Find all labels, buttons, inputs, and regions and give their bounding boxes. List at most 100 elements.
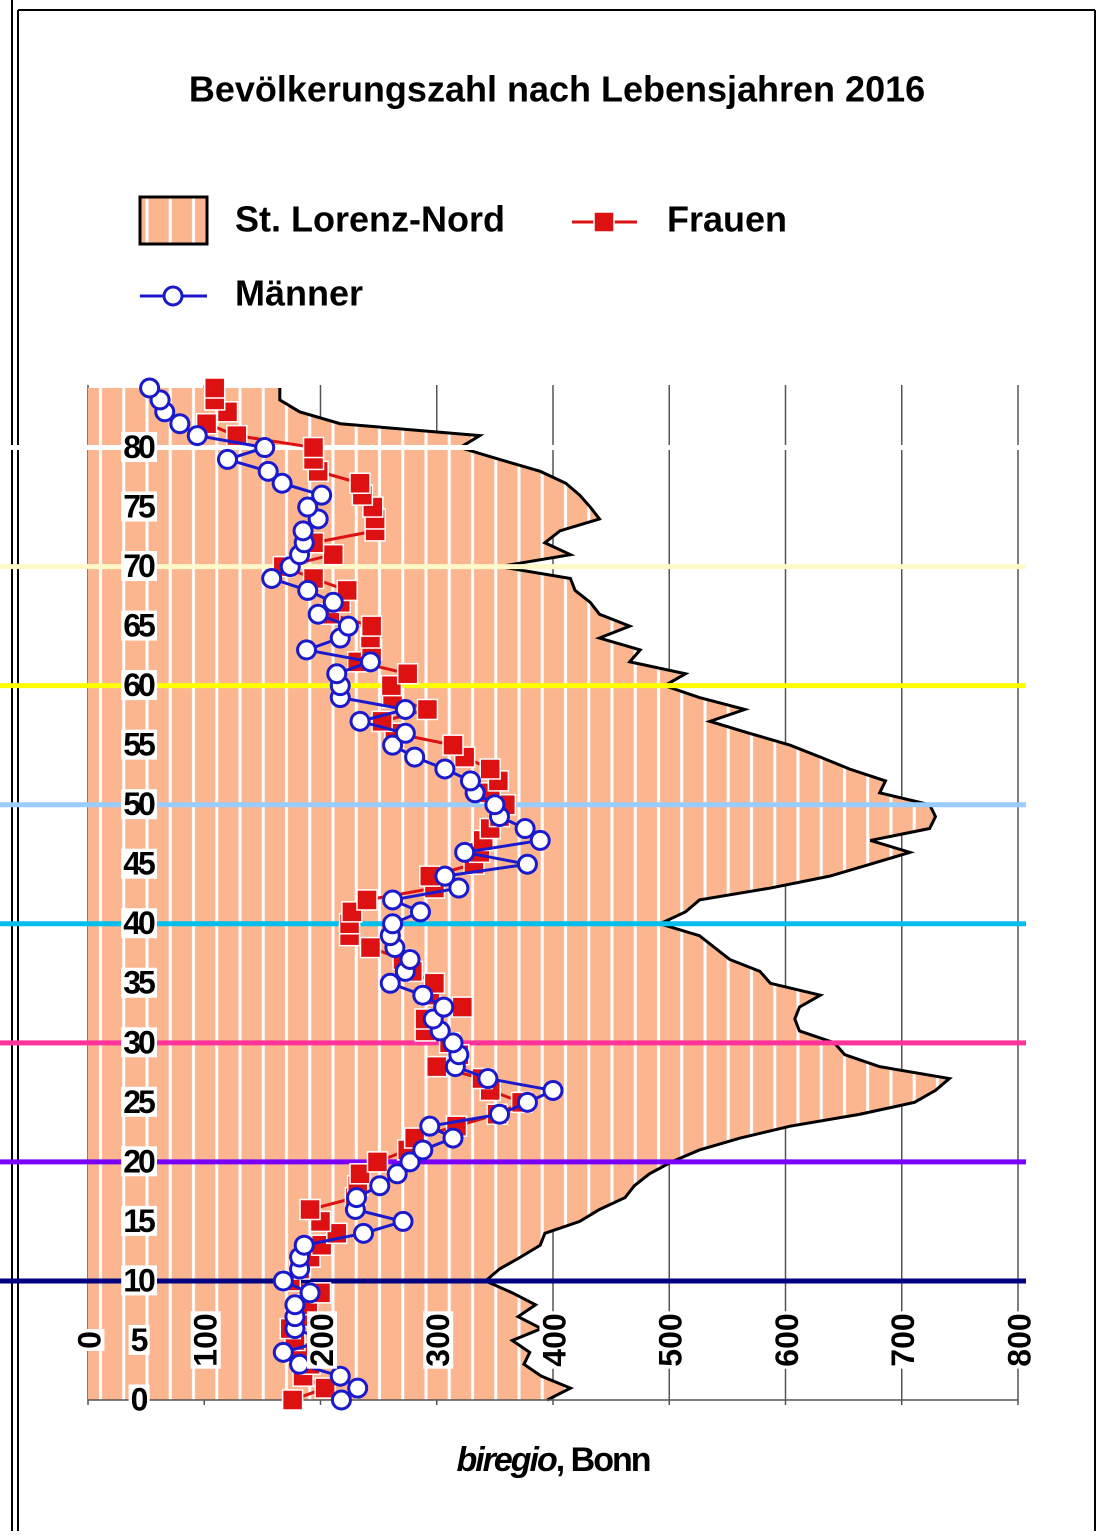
legend-label: St. Lorenz-Nord: [235, 199, 505, 240]
marker: [404, 746, 426, 768]
marker: [379, 972, 401, 994]
legend-marker: [162, 285, 184, 307]
marker: [434, 865, 456, 887]
marker: [412, 984, 434, 1006]
legend-marker: [593, 211, 615, 233]
y-tick-label: 10: [123, 1262, 155, 1298]
tick-label-bg: [121, 1086, 157, 1117]
marker: [330, 1389, 352, 1411]
marker: [322, 591, 344, 613]
marker: [394, 722, 416, 744]
marker: [329, 1365, 351, 1387]
marker: [261, 567, 283, 589]
marker: [139, 377, 161, 399]
x-tick-label: 400: [536, 1313, 572, 1366]
tick-label-bg: [128, 1324, 150, 1355]
marker: [366, 1151, 389, 1173]
marker: [484, 794, 506, 816]
tick-label-bg: [121, 848, 157, 879]
tick-label-bg: [121, 610, 157, 641]
y-tick-label: 65: [123, 608, 155, 644]
marker: [386, 1163, 408, 1185]
marker: [392, 1210, 414, 1232]
tick-label-bg: [888, 1311, 919, 1369]
tick-label-bg: [121, 1027, 157, 1058]
marker: [426, 1055, 448, 1078]
marker: [382, 734, 404, 756]
marker: [296, 639, 318, 661]
marker: [349, 1163, 371, 1185]
marker: [479, 758, 501, 780]
marker: [360, 615, 383, 637]
tick-label-bg: [190, 1311, 221, 1369]
y-tick-label: 70: [123, 548, 155, 584]
marker: [272, 1270, 294, 1292]
y-tick-label: 40: [123, 905, 155, 941]
tick-label-bg: [121, 908, 157, 939]
x-tick-label: 700: [885, 1313, 921, 1366]
marker: [299, 1282, 321, 1304]
marker: [399, 948, 421, 970]
y-tick-label: 55: [123, 727, 155, 763]
marker: [542, 1079, 564, 1101]
x-tick-label: 500: [653, 1313, 689, 1366]
marker: [297, 579, 319, 601]
tick-label-bg: [121, 967, 157, 998]
marker: [359, 651, 381, 673]
tick-label-bg: [121, 729, 157, 760]
marker: [307, 603, 329, 625]
marker: [409, 901, 431, 923]
marker: [326, 663, 348, 685]
tick-label-bg: [121, 491, 157, 522]
marker: [254, 437, 276, 459]
tick-label-bg: [121, 1146, 157, 1177]
y-tick-label: 75: [123, 489, 155, 525]
marker: [477, 1068, 499, 1090]
legend-swatch: [138, 195, 209, 246]
tick-label-bg: [121, 670, 157, 701]
marker: [369, 1175, 391, 1197]
marker: [394, 698, 416, 720]
marker: [299, 1198, 321, 1221]
y-tick-label: 50: [123, 786, 155, 822]
marker: [203, 377, 226, 399]
marker: [322, 543, 345, 566]
tick-label-bg: [655, 1311, 686, 1369]
marker: [448, 877, 470, 899]
marker: [419, 1115, 441, 1137]
marker: [337, 615, 359, 637]
y-tick-label: 5: [131, 1322, 148, 1358]
marker: [451, 996, 474, 1018]
x-tick-label: 100: [188, 1313, 224, 1366]
marker: [380, 674, 403, 697]
marker: [514, 818, 536, 840]
x-tick-label: 600: [769, 1313, 805, 1366]
marker: [353, 1222, 375, 1244]
marker: [399, 1151, 421, 1173]
marker: [442, 734, 464, 756]
marker: [359, 936, 382, 959]
legend: St. Lorenz-Nord Frauen Männer: [138, 195, 787, 314]
marker: [489, 1103, 511, 1125]
marker: [442, 1032, 464, 1054]
marker: [281, 1389, 304, 1411]
y-tick-label: 15: [123, 1203, 155, 1239]
marker: [297, 496, 319, 518]
tick-label-bg: [1004, 1311, 1035, 1369]
y-tick-label: 25: [123, 1084, 155, 1120]
marker: [169, 413, 191, 435]
area-outline: [278, 388, 953, 1402]
marker: [356, 889, 378, 911]
marker: [271, 472, 293, 494]
marker: [349, 710, 371, 732]
marker: [396, 662, 419, 685]
y-tick-label: 45: [123, 846, 155, 882]
x-tick-label: 0: [71, 1331, 107, 1349]
marker: [382, 889, 404, 911]
marker: [284, 1294, 306, 1316]
tick-label-bg: [121, 1265, 157, 1296]
marker: [412, 1139, 434, 1161]
tick-label-bg: [74, 1329, 105, 1351]
marker: [257, 460, 279, 482]
x-tick-label: 800: [1001, 1313, 1037, 1366]
